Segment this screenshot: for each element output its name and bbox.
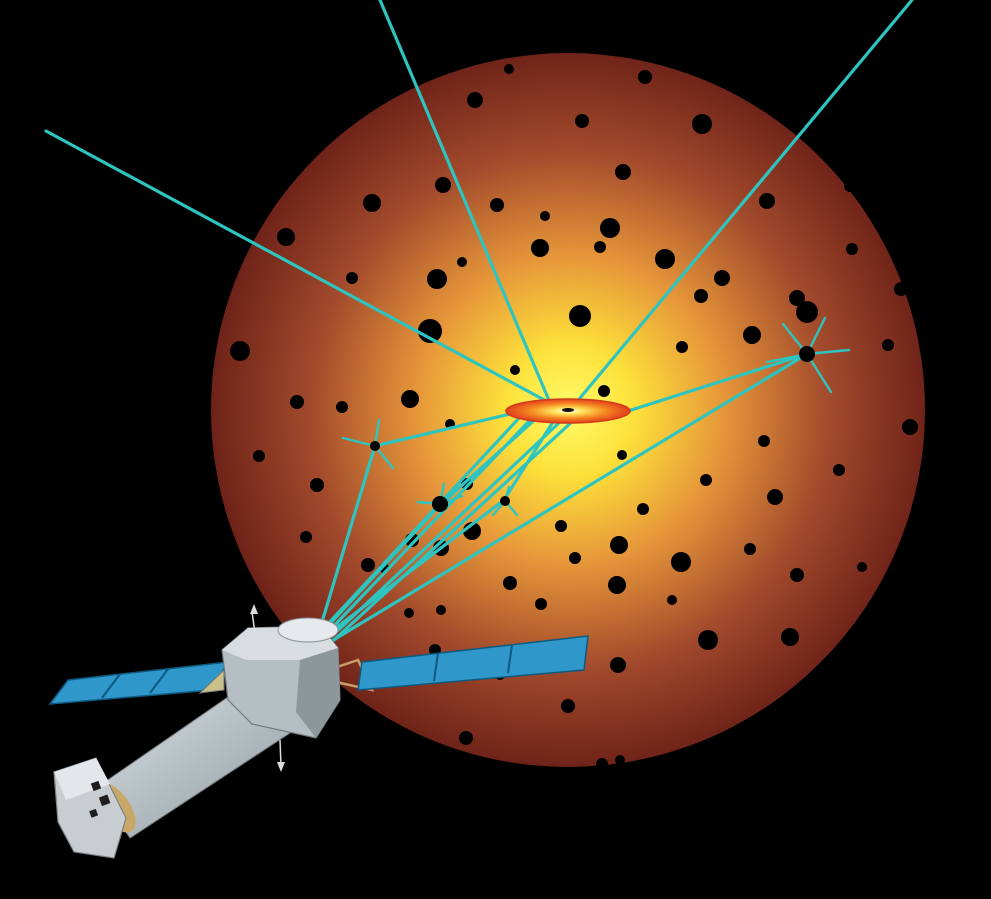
emission-spike <box>341 436 377 448</box>
dark-spot-icon <box>600 218 620 238</box>
dark-spot-icon <box>846 243 858 255</box>
ray-line <box>578 0 914 400</box>
dark-spot-icon <box>490 198 504 212</box>
dark-spot-icon <box>253 450 265 462</box>
dark-spot-icon <box>743 326 761 344</box>
dark-spot-icon <box>902 419 918 435</box>
dark-spot-icon <box>610 657 626 673</box>
ray-line <box>320 444 377 624</box>
ray-line <box>328 416 534 632</box>
ray-line <box>44 129 550 404</box>
dark-spot-icon <box>790 568 804 582</box>
black-hole-core <box>370 441 380 451</box>
dark-spot-icon <box>781 628 799 646</box>
dark-spot-icon <box>744 543 756 555</box>
dark-spot-icon <box>436 605 446 615</box>
minor-black-holes <box>341 316 851 517</box>
dark-spot-icon <box>598 385 610 397</box>
dark-spot-icon <box>615 164 631 180</box>
dark-spot-icon <box>503 576 517 590</box>
ray-line <box>378 0 550 400</box>
dark-spot-icon <box>363 194 381 212</box>
dark-spot-icon <box>535 598 547 610</box>
ray-paths <box>44 0 914 644</box>
dark-spot-icon <box>767 489 783 505</box>
dark-spot-icon <box>694 289 708 303</box>
dark-spot-icon <box>759 193 775 209</box>
dark-spot-icon <box>418 319 442 343</box>
black-hole-core <box>432 496 448 512</box>
dark-spot-icon <box>555 520 567 532</box>
ray-line <box>332 417 577 642</box>
dark-spot-icon <box>467 92 483 108</box>
dark-spot-icon <box>569 552 581 564</box>
dark-spots <box>230 64 918 770</box>
minor-black-hole-icon <box>341 418 395 472</box>
dark-spot-icon <box>692 114 712 134</box>
dark-spot-icon <box>714 270 730 286</box>
minor-black-hole-icon <box>416 482 464 512</box>
dark-spot-icon <box>346 272 358 284</box>
dark-spot-icon <box>427 269 447 289</box>
dark-spot-icon <box>698 630 718 650</box>
ray-line <box>330 418 564 638</box>
dark-spot-icon <box>596 758 608 770</box>
dark-spot-icon <box>758 435 770 447</box>
dark-spot-icon <box>561 699 575 713</box>
space-telescope-icon <box>48 604 589 859</box>
dark-spot-icon <box>435 177 451 193</box>
ray-line <box>324 415 522 628</box>
dark-spot-icon <box>540 211 550 221</box>
minor-black-hole-icon <box>765 316 851 394</box>
ray-line <box>626 352 809 413</box>
dark-spot-icon <box>894 282 908 296</box>
dark-spot-icon <box>459 731 473 745</box>
dark-spot-icon <box>676 341 688 353</box>
dark-spot-icon <box>667 595 677 605</box>
minor-black-hole-icon <box>491 485 519 517</box>
dark-spot-icon <box>575 114 589 128</box>
instrument-module <box>53 757 127 859</box>
accretion-disk-icon <box>505 398 631 424</box>
dark-spot-icon <box>671 552 691 572</box>
dark-spot-icon <box>655 249 675 269</box>
dark-spot-icon <box>857 562 867 572</box>
dark-spot-icon <box>617 450 627 460</box>
dark-spot-icon <box>531 239 549 257</box>
dark-spot-icon <box>361 558 375 572</box>
black-hole-core <box>799 346 815 362</box>
ray-line <box>328 352 809 644</box>
dark-spot-icon <box>504 64 514 74</box>
dark-spot-icon <box>310 478 324 492</box>
dark-spot-icon <box>637 503 649 515</box>
dark-spot-icon <box>608 576 626 594</box>
spacecraft-bus <box>221 604 341 772</box>
dark-spot-icon <box>569 305 591 327</box>
dark-spot-icon <box>610 536 628 554</box>
dark-spot-icon <box>833 464 845 476</box>
dark-spot-icon <box>882 339 894 351</box>
dark-spot-icon <box>638 70 652 84</box>
dark-spot-icon <box>404 608 414 618</box>
dark-spot-icon <box>700 474 712 486</box>
dark-spot-icon <box>336 401 348 413</box>
dark-spot-icon <box>844 180 856 192</box>
dark-spot-icon <box>230 341 250 361</box>
dark-spot-icon <box>300 531 312 543</box>
dark-spot-icon <box>401 390 419 408</box>
dark-spot-icon <box>796 301 818 323</box>
black-hole-core <box>500 496 510 506</box>
dark-spot-icon <box>594 241 606 253</box>
dark-spot-icon <box>789 290 805 306</box>
dark-spot-icon <box>457 257 467 267</box>
dark-spot-icon <box>277 228 295 246</box>
dark-spot-icon <box>290 395 304 409</box>
dark-spot-icon <box>510 365 520 375</box>
dark-spot-icon <box>615 755 625 765</box>
